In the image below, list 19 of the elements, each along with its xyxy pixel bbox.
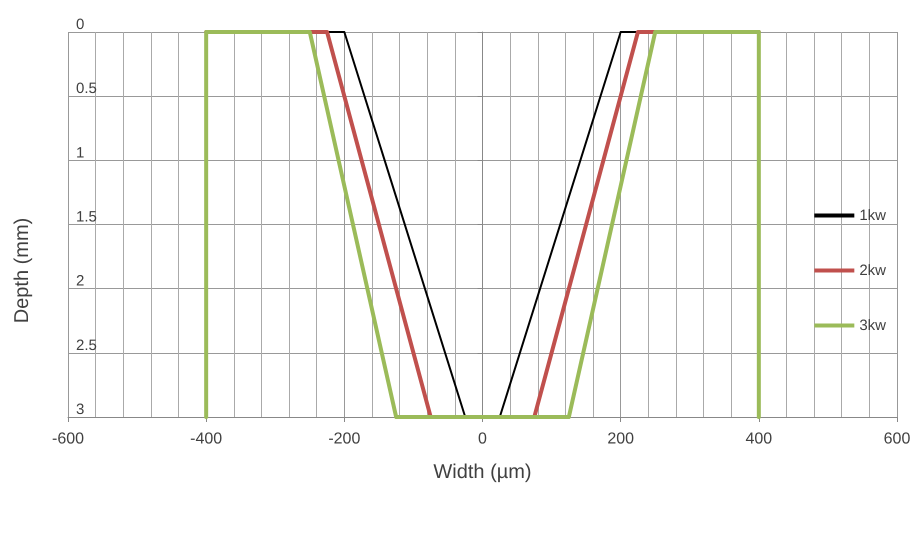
y-axis-title: Depth (mm) xyxy=(11,218,33,324)
y-tick-label: 1.5 xyxy=(76,208,97,226)
legend-label: 2kw xyxy=(859,262,886,279)
x-tick-label: 200 xyxy=(607,430,634,448)
y-tick-label: 1 xyxy=(76,144,84,162)
y-tick-label: 2 xyxy=(76,272,84,290)
y-tick-label: 0.5 xyxy=(76,80,97,98)
y-tick-label: 3 xyxy=(76,401,84,418)
x-tick-label: 0 xyxy=(478,430,488,448)
y-tick-label: 0 xyxy=(76,16,84,33)
x-tick-label: 400 xyxy=(745,430,772,448)
x-tick-label: -400 xyxy=(190,430,222,448)
legend-label: 1kw xyxy=(859,207,886,224)
y-tick-label: 2.5 xyxy=(76,336,97,354)
x-tick-label: -200 xyxy=(328,430,360,448)
legend-label: 3kw xyxy=(859,317,886,334)
x-tick-label: -600 xyxy=(52,430,84,448)
x-axis-title: Width (µm) xyxy=(433,461,532,483)
x-tick-label: 600 xyxy=(884,430,910,448)
